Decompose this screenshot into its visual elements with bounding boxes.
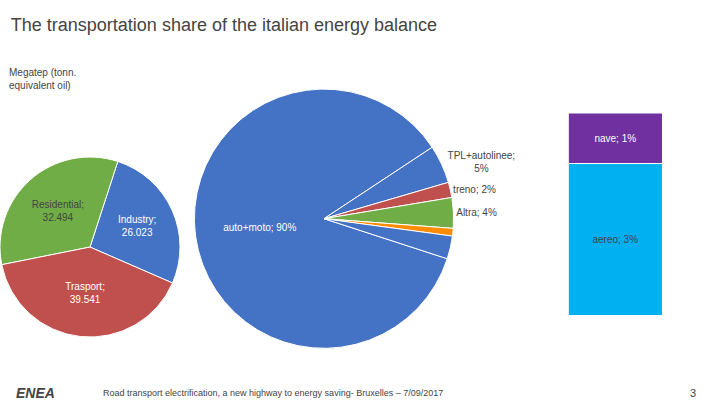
svg-text:The transportation share of th: The transportation share of the italian … [11, 15, 437, 35]
svg-text:Trasport;39.541: Trasport;39.541 [65, 281, 105, 305]
svg-text:ENEA: ENEA [16, 385, 55, 401]
svg-text:Road transport electrification: Road transport electrification, a new hi… [103, 388, 443, 398]
svg-text:TPL+autolinee;5%: TPL+autolinee;5% [448, 150, 516, 174]
svg-text:nave; 1%: nave; 1% [594, 133, 636, 144]
svg-text:3: 3 [690, 387, 696, 399]
svg-text:Residential;32.494: Residential;32.494 [32, 199, 84, 223]
svg-text:auto+moto; 90%: auto+moto; 90% [223, 222, 296, 233]
svg-text:Megatep (tonn.equivalent oil): Megatep (tonn.equivalent oil) [9, 67, 76, 91]
svg-text:treno; 2%: treno; 2% [453, 184, 496, 195]
svg-text:Altra; 4%: Altra; 4% [456, 207, 497, 218]
svg-text:aereo; 3%: aereo; 3% [592, 234, 638, 245]
svg-text:Industry;26.023: Industry;26.023 [118, 214, 156, 238]
